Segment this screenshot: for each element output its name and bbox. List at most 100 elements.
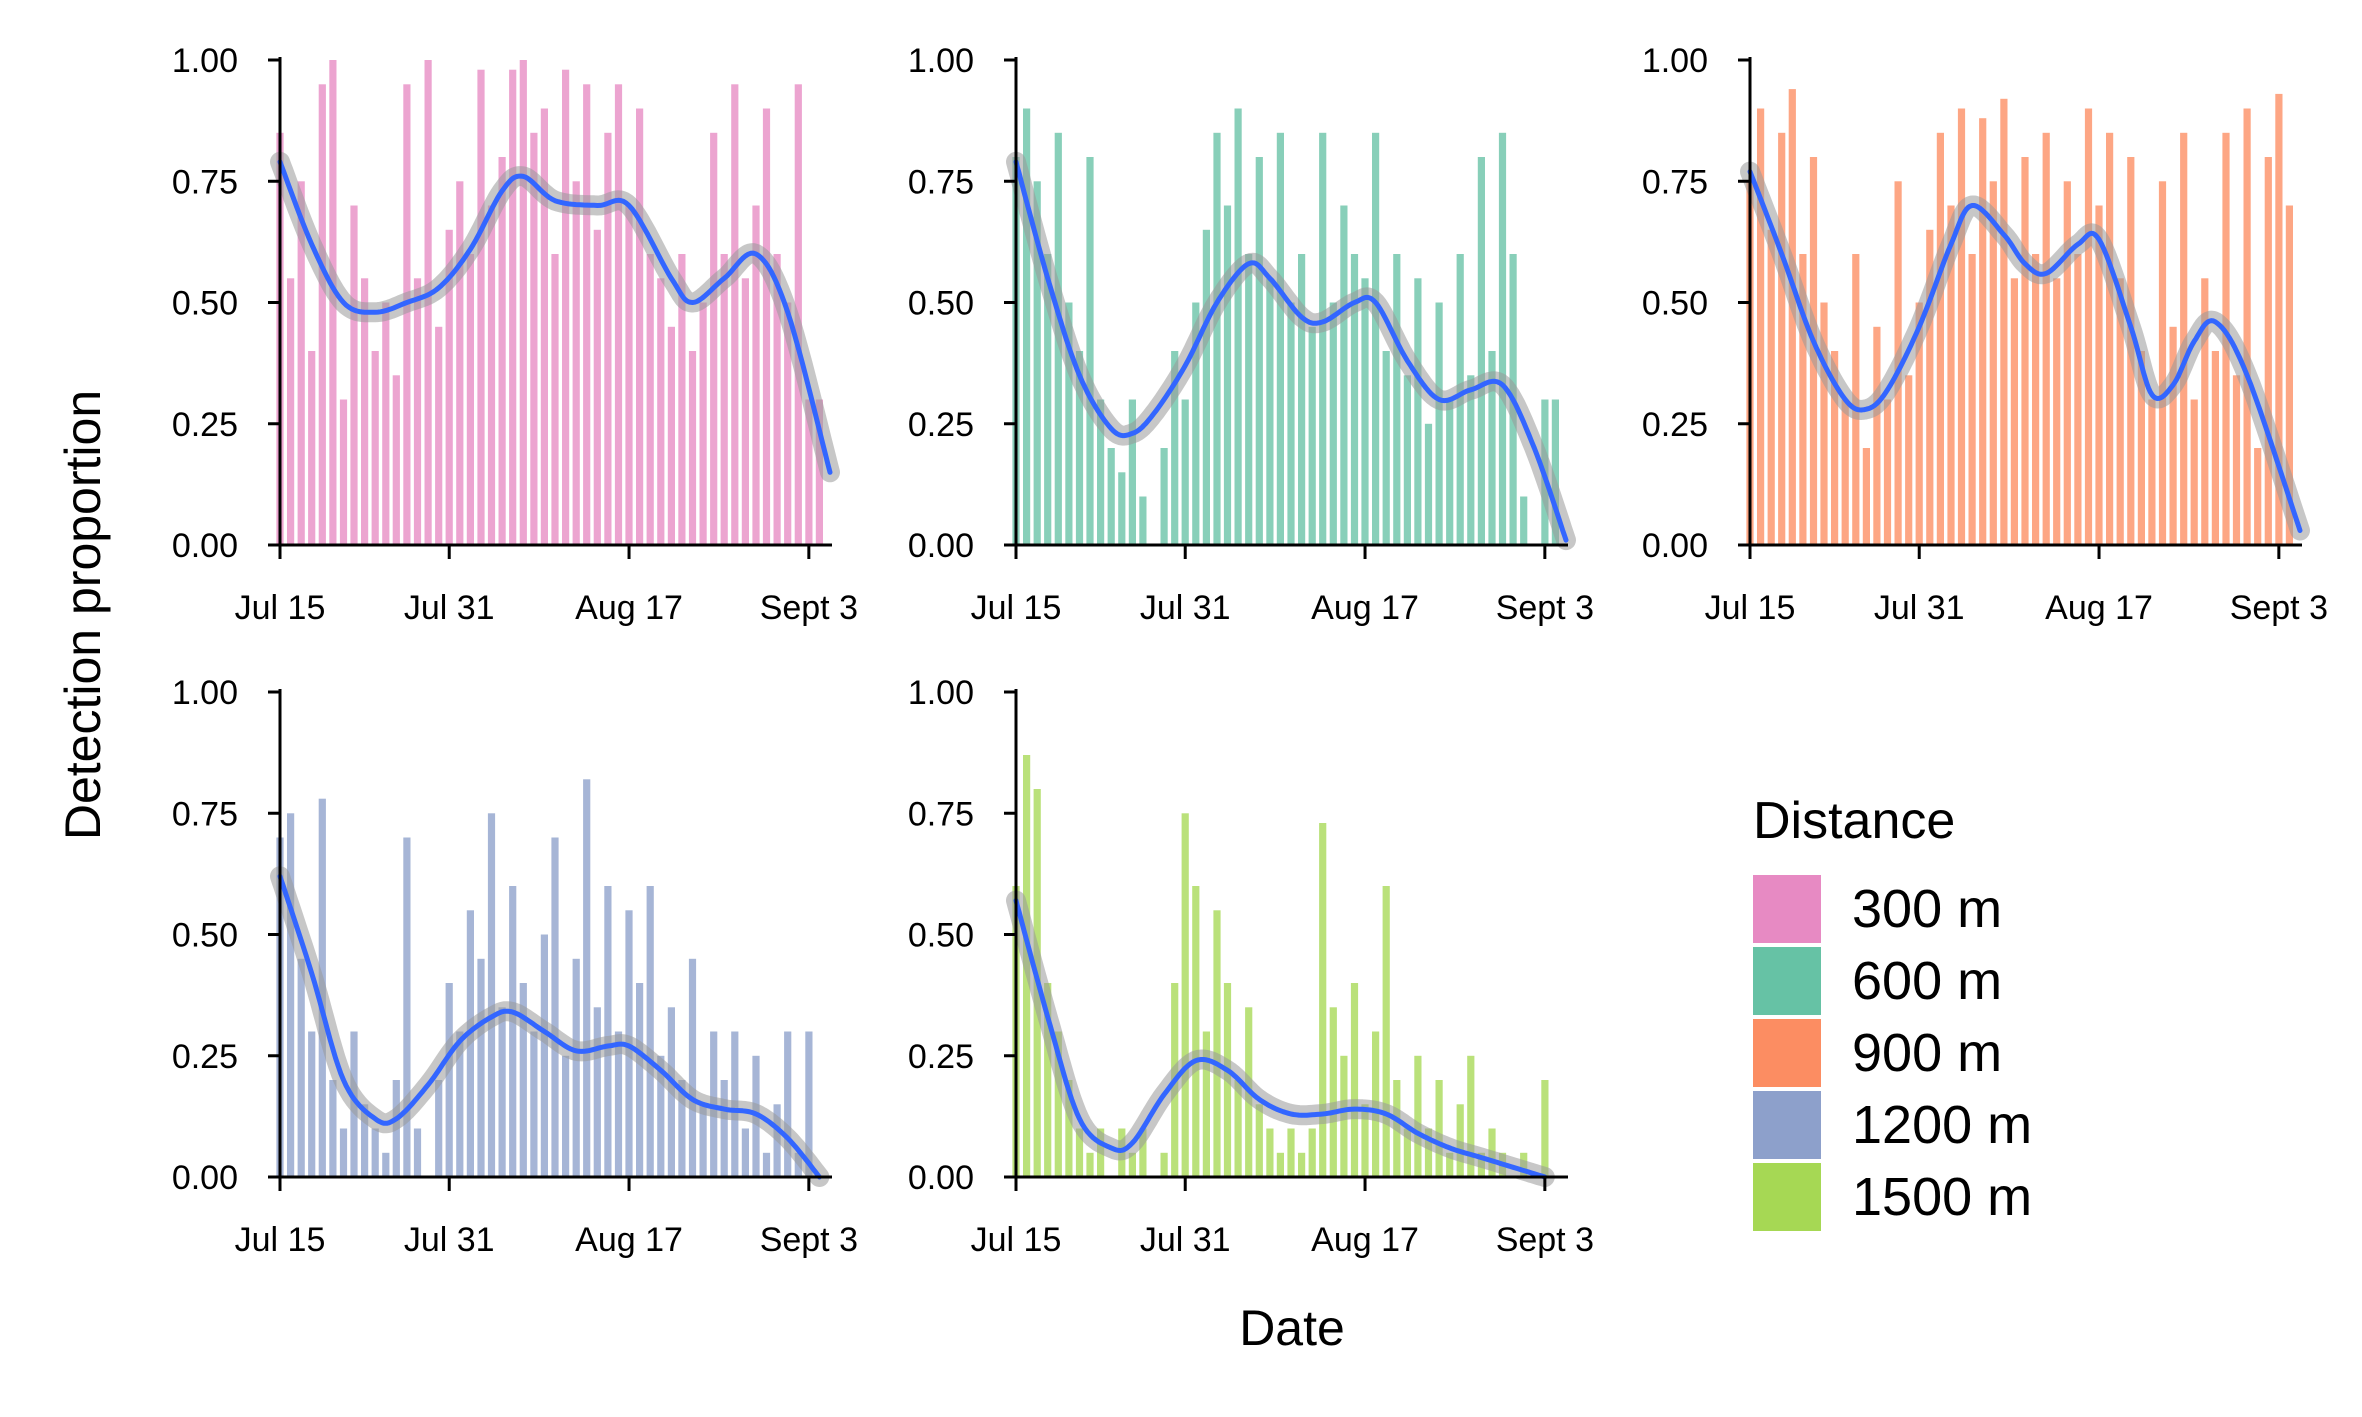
bar	[350, 205, 358, 545]
bar	[1541, 1080, 1549, 1177]
bar	[530, 1031, 538, 1177]
bar	[1202, 229, 1210, 546]
bar	[2285, 205, 2293, 545]
x-tick-label: Sept 3	[1496, 1221, 1594, 1259]
bar	[1298, 1152, 1306, 1178]
bar	[773, 254, 781, 545]
bar	[2254, 448, 2262, 545]
bar	[509, 69, 517, 545]
bar	[2243, 108, 2251, 545]
bar	[1414, 1055, 1422, 1178]
bar	[1086, 157, 1094, 545]
bar	[1841, 399, 1849, 545]
bar	[678, 1080, 686, 1177]
y-tick-label: 0.75	[172, 163, 238, 201]
bar	[1319, 823, 1327, 1177]
bar	[1319, 132, 1327, 546]
bar	[1883, 399, 1892, 545]
bar	[1192, 302, 1200, 545]
bar	[1075, 351, 1084, 545]
bar	[1329, 302, 1337, 545]
bar	[551, 254, 559, 545]
bar	[1446, 1152, 1454, 1178]
bar	[530, 132, 538, 546]
bar	[1382, 886, 1390, 1177]
bar	[1767, 229, 1775, 546]
bar	[805, 1031, 813, 1177]
y-tick-label: 0.00	[1642, 527, 1708, 565]
bar	[2201, 278, 2209, 546]
bar	[562, 69, 570, 545]
bar	[741, 278, 749, 546]
legend-key-600m	[1753, 947, 1821, 1015]
bar	[1350, 254, 1359, 545]
bar	[805, 399, 813, 545]
bar	[1340, 205, 1348, 545]
bar	[2032, 254, 2040, 545]
bar	[1086, 1152, 1094, 1178]
bar	[361, 278, 369, 546]
bar	[1989, 181, 1997, 546]
bar	[2180, 132, 2188, 546]
bar	[636, 983, 644, 1177]
bar	[1757, 108, 1765, 545]
bar	[1873, 326, 1881, 546]
bar	[593, 229, 601, 546]
bar	[1957, 108, 1966, 545]
x-tick-label: Sept 3	[760, 1221, 858, 1259]
x-tick-label: Aug 17	[575, 1221, 683, 1259]
bar	[1820, 302, 1828, 545]
bar	[371, 1128, 379, 1177]
bar	[1181, 399, 1189, 545]
bar	[308, 1031, 316, 1177]
legend-label: 1500 m	[1852, 1167, 2032, 1227]
bar	[1361, 278, 1369, 546]
legend-label: 900 m	[1852, 1023, 2002, 1083]
y-tick-label: 0.50	[172, 917, 238, 955]
bar	[445, 983, 453, 1177]
y-tick-label: 0.00	[172, 527, 238, 565]
y-tick-label: 0.25	[908, 406, 974, 444]
bar	[1223, 205, 1232, 545]
bar	[762, 108, 771, 545]
bar	[562, 1055, 570, 1178]
bar	[1435, 1080, 1443, 1177]
bar	[382, 302, 390, 545]
bar	[636, 108, 644, 545]
bar	[1424, 423, 1433, 546]
bar	[1234, 108, 1242, 545]
bar	[1266, 278, 1274, 546]
bar	[318, 84, 326, 546]
bar	[784, 1031, 792, 1177]
bar	[1171, 351, 1179, 545]
bar	[371, 351, 379, 545]
bar	[1255, 157, 1263, 545]
bar	[297, 958, 305, 1178]
bar	[339, 1128, 348, 1177]
bar	[308, 351, 316, 545]
bar	[1467, 375, 1475, 546]
legend-key-300m	[1753, 875, 1821, 943]
bar	[1350, 983, 1359, 1177]
smooth-trend-line	[277, 873, 822, 1180]
y-tick-label: 0.25	[172, 406, 238, 444]
bar	[1276, 1152, 1284, 1178]
legend-label: 600 m	[1852, 951, 2002, 1011]
bar	[1097, 399, 1105, 545]
bar	[1414, 278, 1422, 546]
bar	[1298, 254, 1306, 545]
bar	[1276, 132, 1284, 546]
bar	[1192, 886, 1200, 1177]
x-tick-label: Jul 31	[1874, 589, 1965, 627]
bar	[1213, 132, 1221, 546]
bar	[1054, 1031, 1062, 1177]
bar	[435, 326, 443, 546]
y-tick-label: 0.50	[1642, 285, 1708, 323]
bar	[1234, 1080, 1242, 1177]
bar	[614, 1031, 623, 1177]
x-tick-label: Jul 15	[971, 1221, 1062, 1259]
bar	[487, 205, 496, 545]
bar	[456, 1031, 464, 1177]
bar	[1287, 1128, 1295, 1177]
